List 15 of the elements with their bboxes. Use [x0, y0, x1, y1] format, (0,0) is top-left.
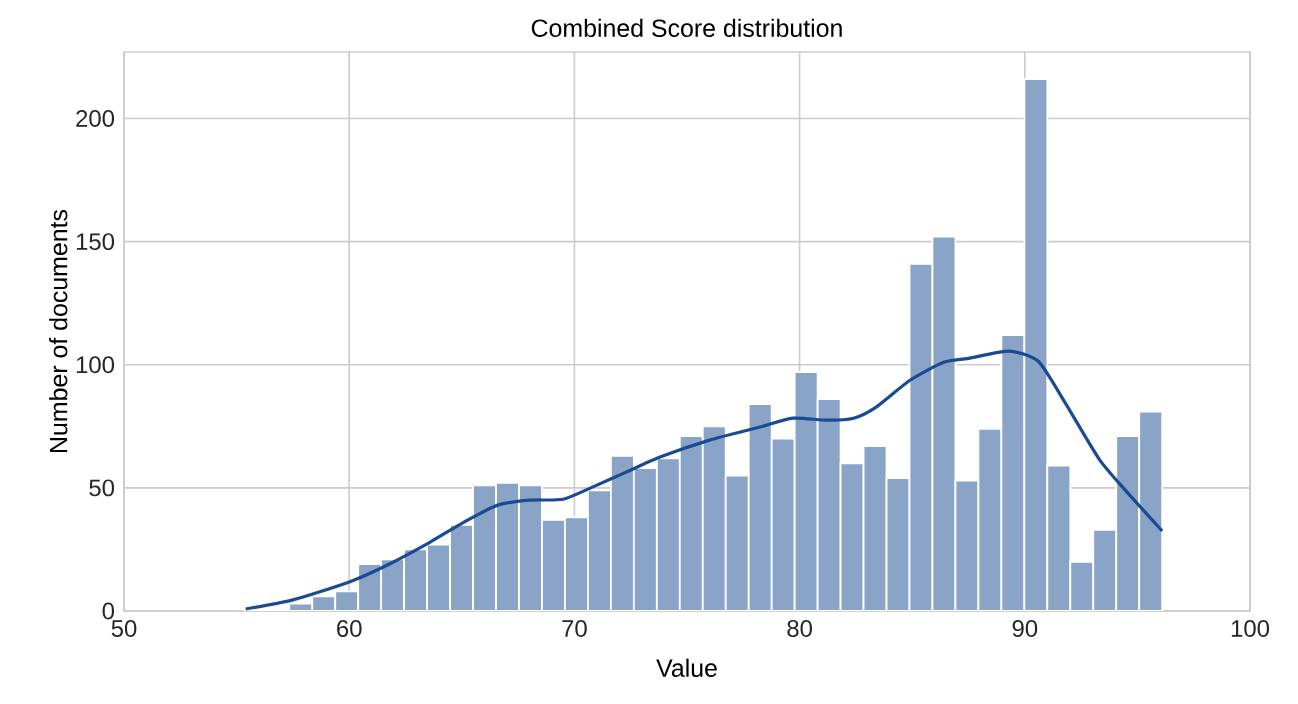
x-tick-label: 80	[787, 620, 812, 637]
y-tick-label: 200	[76, 110, 115, 127]
y-tick-label: 50	[89, 479, 115, 497]
x-axis-title: Value	[656, 658, 717, 677]
y-tick-label: 0	[102, 602, 115, 620]
x-tick-label: 60	[337, 620, 362, 637]
x-tick-label: 90	[1012, 620, 1038, 637]
chart-title: Combined Score distribution	[531, 18, 842, 38]
y-tick-label: 100	[76, 356, 115, 374]
y-axis-title: Number of documents	[49, 209, 68, 452]
y-tick-label: 150	[76, 233, 115, 251]
x-tick-label: 100	[1231, 620, 1270, 637]
x-tick-label: 70	[562, 620, 587, 637]
line-series	[244, 349, 1164, 611]
x-tick-label: 50	[111, 620, 137, 637]
